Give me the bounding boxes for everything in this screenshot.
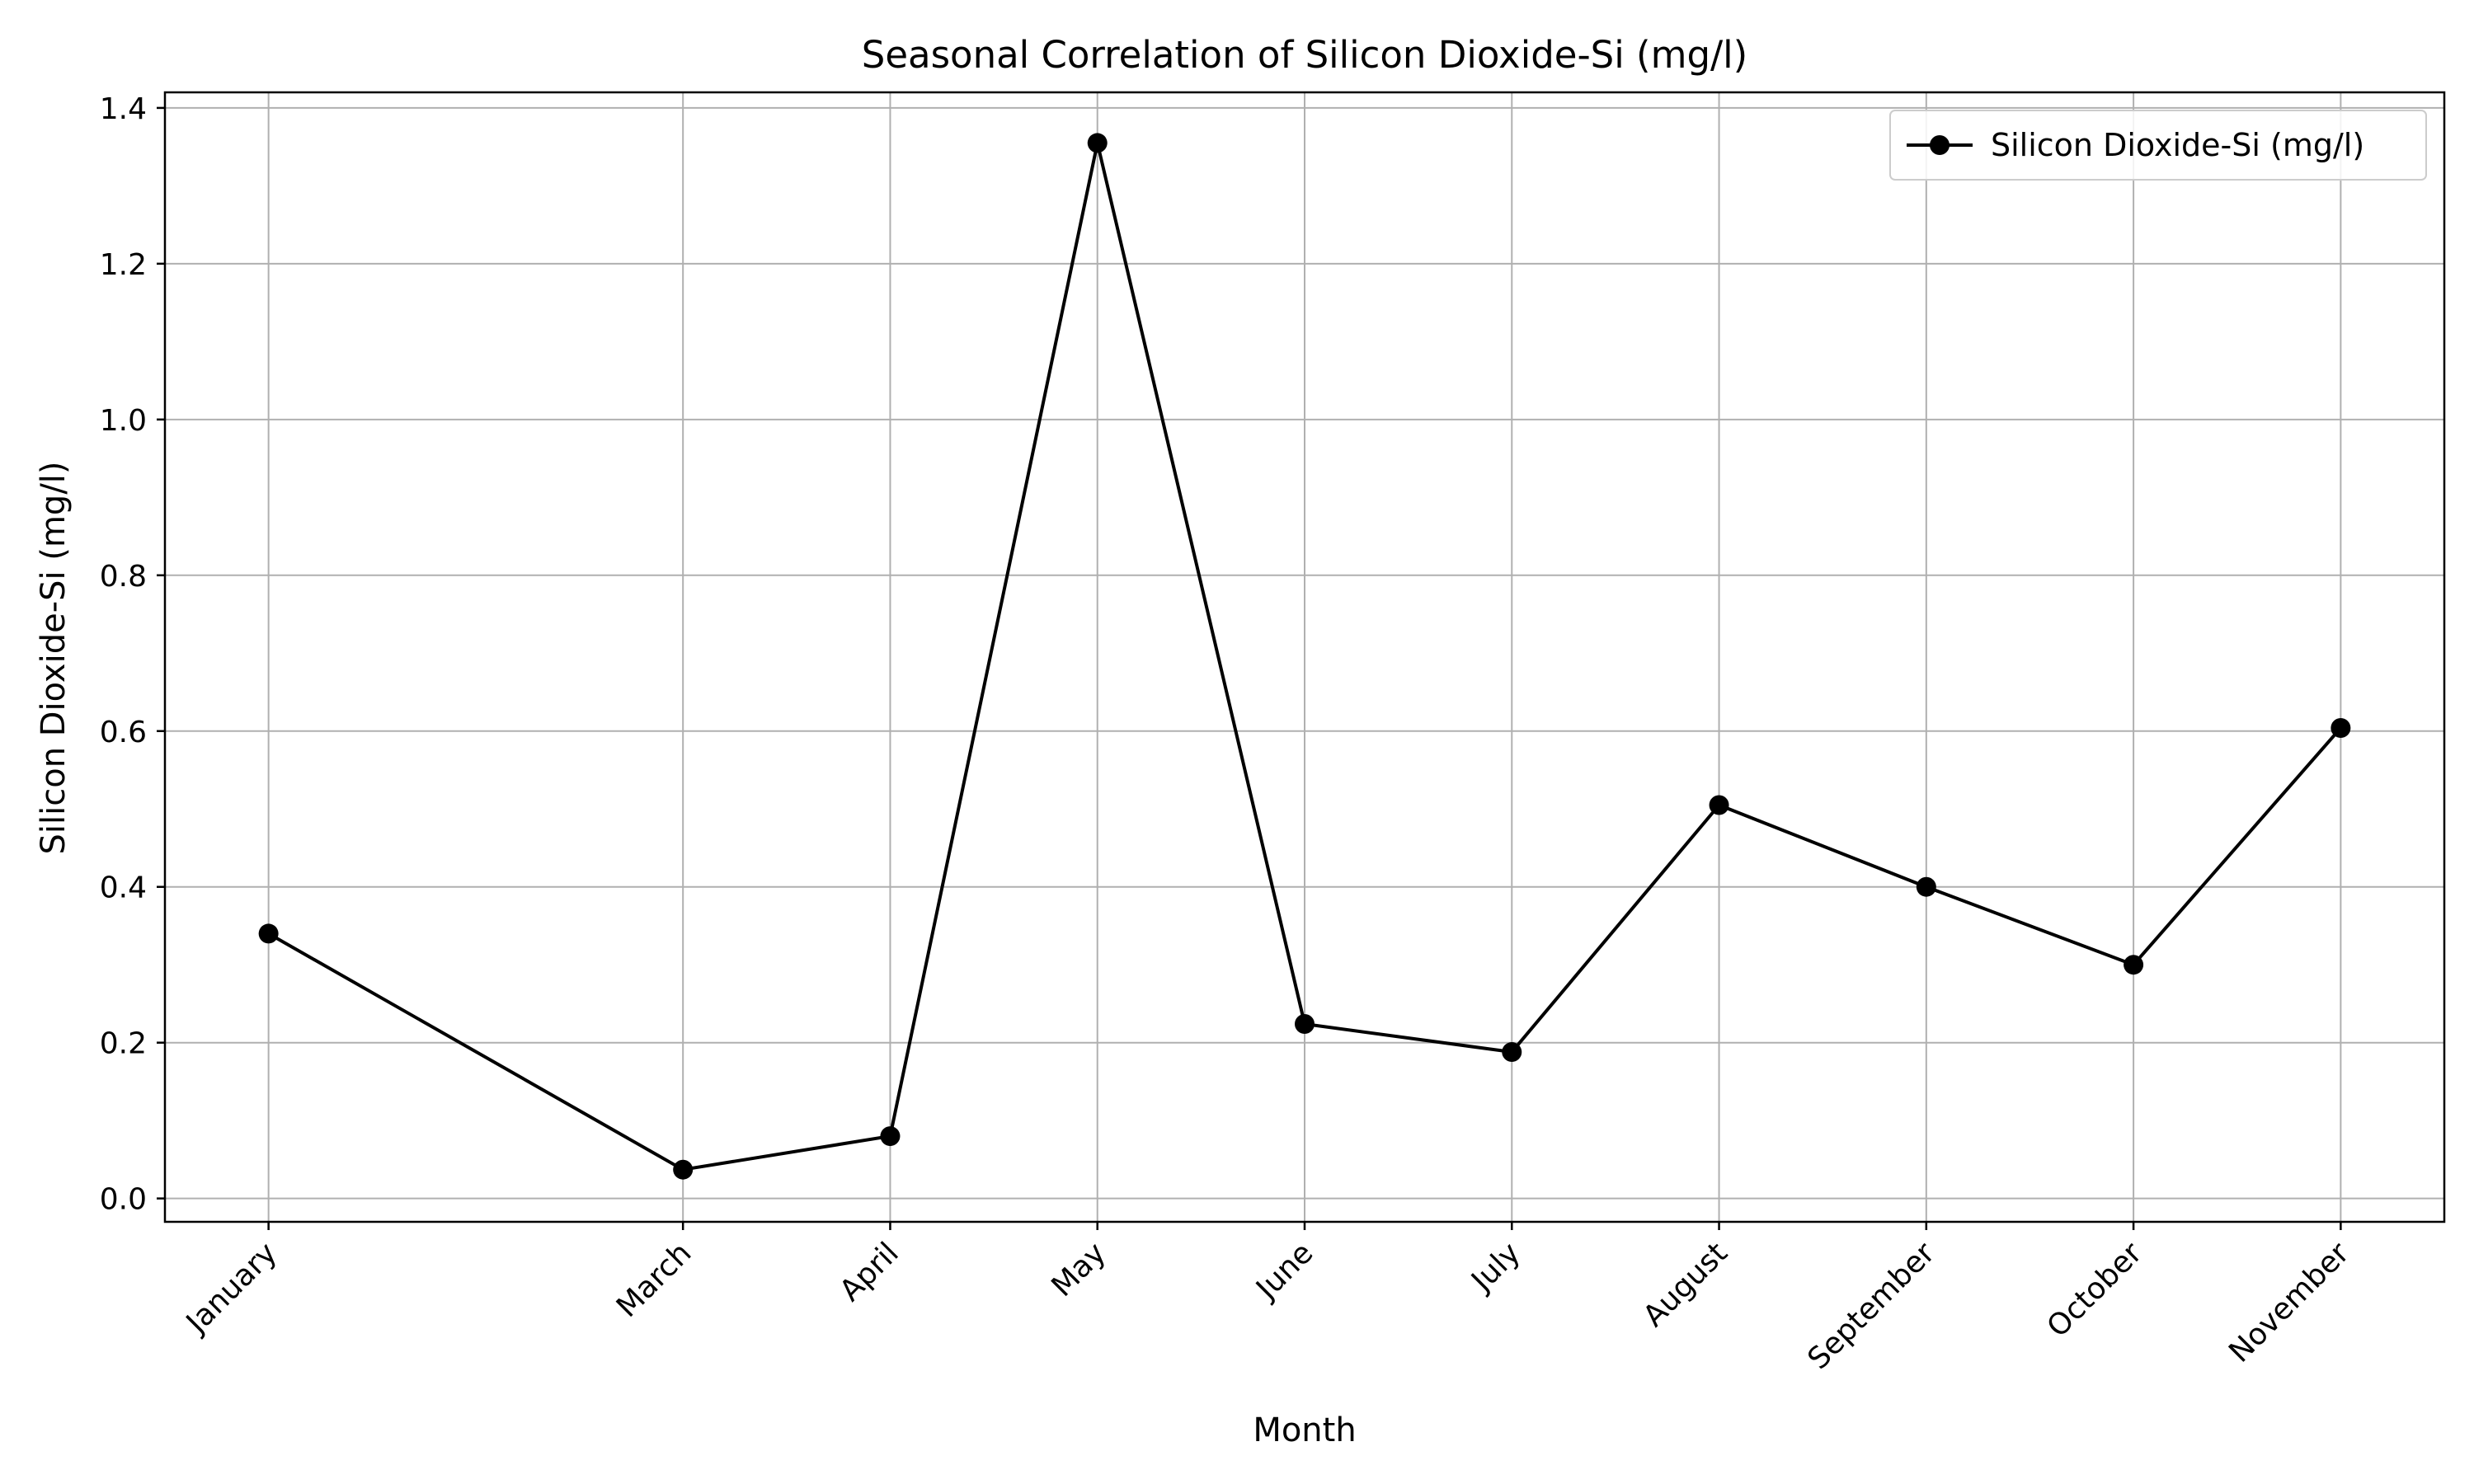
data-point	[1502, 1042, 1522, 1063]
data-point	[258, 923, 279, 944]
legend: Silicon Dioxide-Si (mg/l)	[1889, 110, 2427, 181]
y-tick-label: 0.0	[100, 1183, 147, 1217]
y-tick-label: 0.2	[100, 1027, 147, 1061]
y-tick-label: 0.6	[100, 716, 147, 749]
data-point	[1087, 133, 1108, 153]
data-point	[1916, 876, 1936, 897]
legend-box	[1889, 110, 2427, 181]
y-tick-label: 0.4	[100, 871, 147, 905]
y-tick-label: 1.4	[100, 92, 147, 126]
data-point	[1295, 1014, 1315, 1035]
data-point	[2124, 955, 2144, 975]
series-line	[267, 141, 2342, 1172]
y-tick-label: 1.2	[100, 248, 147, 282]
chart-title: Seasonal Correlation of Silicon Dioxide-…	[862, 33, 1747, 77]
x-axis-label: Month	[1253, 1411, 1356, 1449]
y-axis-label: Silicon Dioxide-Si (mg/l)	[35, 461, 73, 854]
y-tick-label: 0.8	[100, 560, 147, 594]
data-point	[1709, 795, 1729, 815]
legend-label: Silicon Dioxide-Si (mg/l)	[1991, 127, 2364, 163]
series-layer	[258, 133, 2351, 1180]
grid-layer	[165, 92, 2444, 1222]
data-point	[880, 1126, 901, 1147]
data-point	[2331, 717, 2351, 738]
legend-marker-swatch	[1930, 135, 1950, 155]
data-point	[673, 1159, 694, 1180]
y-tick-label: 1.0	[100, 404, 147, 438]
